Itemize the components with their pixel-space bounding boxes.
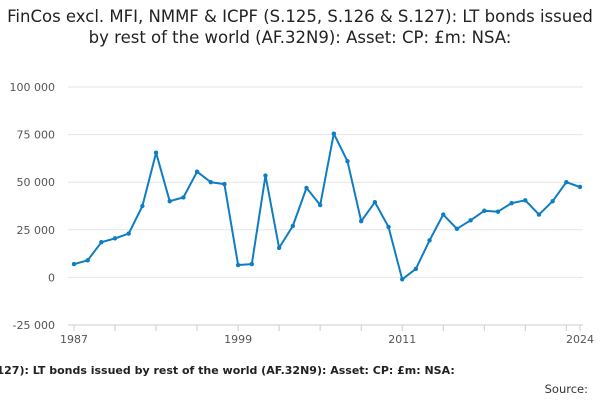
y-tick-label: 50 000 (17, 176, 56, 189)
data-point (427, 238, 432, 243)
source-label: Source: (544, 382, 588, 396)
y-tick-label: 25 000 (17, 224, 56, 237)
data-point (222, 181, 227, 187)
chart-title: FinCos excl. MFI, NMMF & ICPF (S.125, S.… (7, 7, 593, 47)
data-point (454, 226, 460, 232)
data-point (468, 218, 473, 223)
y-tick-label: 0 (48, 271, 55, 284)
y-tick-label: -25 000 (13, 319, 55, 332)
series-line (73, 132, 581, 281)
x-tick-label: 2011 (388, 333, 416, 346)
data-point (126, 231, 131, 236)
data-point (482, 208, 487, 213)
data-point (276, 245, 282, 251)
data-point (358, 219, 364, 224)
data-point (345, 159, 350, 164)
data-point (85, 258, 90, 263)
data-point (153, 150, 159, 155)
data-point (317, 202, 323, 208)
y-axis-tick-labels: 100 000 75 000 50 000 25 000 0 -25 000 (10, 81, 56, 332)
data-point (372, 199, 378, 205)
y-tick-label: 75 000 (17, 129, 56, 142)
data-point (564, 180, 569, 185)
data-point (71, 261, 77, 267)
x-tick-label: 2024 (566, 333, 594, 346)
data-point (441, 212, 446, 217)
data-point (304, 185, 309, 191)
data-point (263, 173, 268, 178)
legend-series-label: FinCos excl. MFI, NMMF & ICPF (S.125, S.… (0, 364, 455, 377)
data-point (413, 266, 419, 272)
data-point (181, 195, 186, 200)
data-point (194, 169, 200, 174)
data-point (386, 224, 391, 230)
x-axis: 1987 1999 2011 2024 (60, 324, 594, 346)
y-tick-label: 100 000 (10, 81, 56, 94)
data-series (71, 131, 583, 282)
data-point (235, 262, 241, 268)
data-point (99, 239, 104, 245)
data-point (536, 212, 542, 217)
data-point (495, 209, 501, 214)
data-point (249, 261, 254, 267)
data-point (331, 131, 337, 136)
data-point (577, 184, 583, 190)
data-point (208, 180, 213, 185)
data-point (140, 203, 145, 209)
data-point (523, 198, 528, 203)
x-tick-label: 1987 (60, 333, 88, 346)
data-point (112, 236, 118, 241)
data-point (290, 223, 296, 229)
data-point (509, 200, 514, 206)
data-point (167, 199, 172, 204)
data-point (400, 277, 405, 282)
x-tick-label: 1999 (224, 333, 252, 346)
data-point (550, 199, 555, 204)
